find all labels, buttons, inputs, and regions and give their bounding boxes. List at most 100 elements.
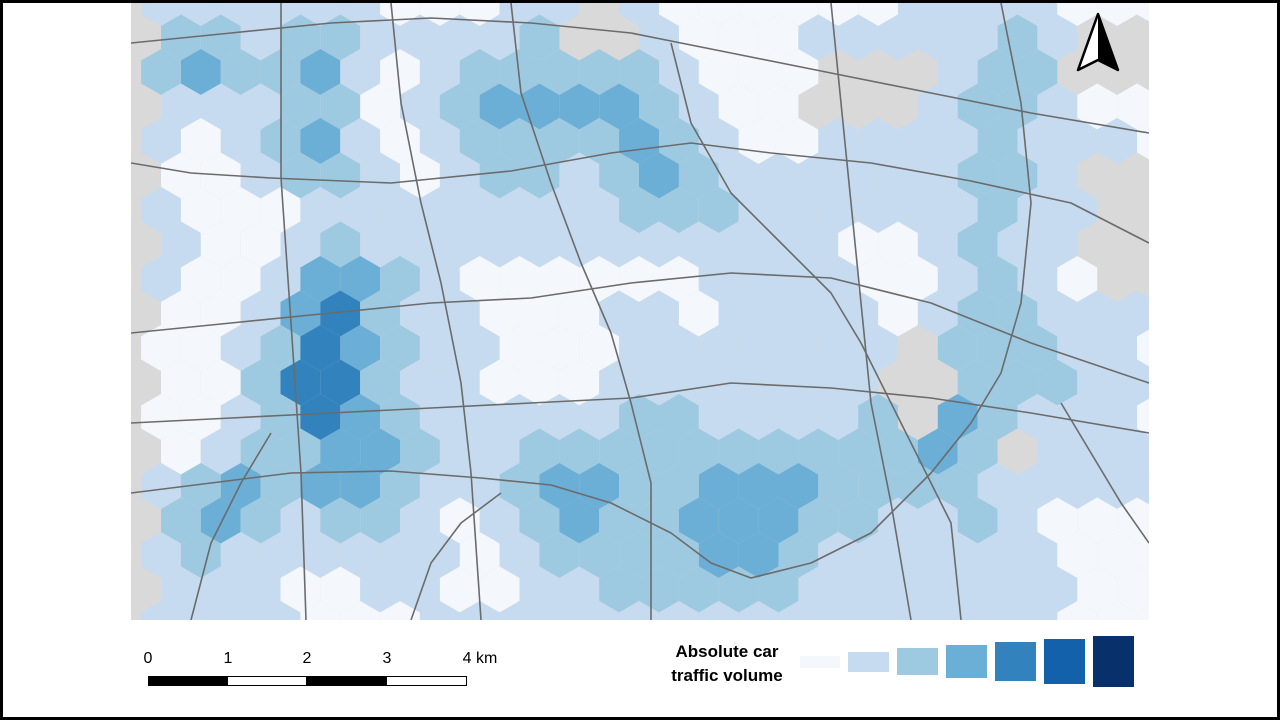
hexagon-cell xyxy=(300,463,341,509)
hexagon-cell xyxy=(738,394,779,440)
hexagon-cell xyxy=(240,359,281,406)
hexagon-cell xyxy=(479,83,520,130)
hexagon-cell xyxy=(380,49,420,95)
hexagon-cell xyxy=(340,601,381,620)
hexagon-cell xyxy=(380,187,420,233)
hexagon-cell xyxy=(758,566,799,613)
hexagon-cell xyxy=(400,428,440,475)
hexagon-cell xyxy=(320,359,361,406)
hexagon-cell xyxy=(141,601,181,620)
hexagon-cell xyxy=(678,221,719,268)
hexagon-cell xyxy=(400,566,440,613)
hexagon-cell xyxy=(161,566,201,613)
hexagon-cell xyxy=(639,428,679,475)
hexagon-cell xyxy=(320,566,361,613)
hexagon-cell xyxy=(1137,398,1149,436)
hexagon-cell xyxy=(678,83,719,130)
hexagon-cell xyxy=(917,14,958,61)
hexagon-cell xyxy=(260,325,301,371)
hexagon-cell xyxy=(639,152,679,199)
hexagon-cell xyxy=(1117,359,1149,406)
hexagon-cell xyxy=(161,290,201,337)
map-canvas xyxy=(131,3,1149,620)
hexagon-cell xyxy=(340,118,381,164)
hexagon-cell xyxy=(419,601,460,620)
hexagon-cell xyxy=(479,359,520,406)
hexagon-cell xyxy=(838,221,879,268)
hexagon-cell xyxy=(200,83,241,130)
hexagon-cell xyxy=(559,566,600,613)
hexagon-cell xyxy=(718,359,759,406)
hexagon-cell xyxy=(698,394,739,440)
hexagon-cell xyxy=(778,532,819,578)
hexagon-cell xyxy=(1057,256,1098,302)
hexagon-cell xyxy=(1037,290,1078,337)
hexagon-cell xyxy=(678,152,719,199)
hexagon-cell xyxy=(738,3,779,26)
hexagon-cell xyxy=(161,497,201,544)
hexagon-cell xyxy=(738,325,779,371)
hexagon-cell xyxy=(141,256,181,302)
hexagon-cell xyxy=(539,463,580,509)
scale-label-0: 0 xyxy=(143,650,153,667)
hexagon-cell xyxy=(878,14,918,61)
hexagon-cell xyxy=(778,187,819,233)
hexagon-cell xyxy=(459,118,500,164)
hexagon-cell xyxy=(858,532,898,578)
hexagon-cell xyxy=(977,394,1018,440)
hexagon-cell xyxy=(659,532,699,578)
hexagon-cell xyxy=(858,118,898,164)
hexagon-cell xyxy=(619,532,659,578)
hexagon-cell xyxy=(300,49,341,95)
hexagon-cell xyxy=(459,532,500,578)
hexagon-cell xyxy=(220,601,261,620)
hexagon-cell xyxy=(818,463,859,509)
hexagon-cell xyxy=(439,221,480,268)
hexagon-cell xyxy=(1097,463,1137,509)
hexagon-cell xyxy=(858,394,898,440)
hexagon-cell xyxy=(320,428,361,475)
hexagon-cell xyxy=(997,14,1038,61)
hexagon-cell xyxy=(141,394,181,440)
hexagon-cell xyxy=(519,14,560,61)
hexagon-cell xyxy=(360,428,400,475)
hexagon-cell xyxy=(1017,394,1058,440)
hexagon-cell xyxy=(977,187,1018,233)
hexagon-cell xyxy=(141,187,181,233)
hexagon-cell xyxy=(400,152,440,199)
hexagon-cell xyxy=(639,359,679,406)
hexagon-cell xyxy=(878,152,918,199)
hexagon-cell xyxy=(479,290,520,337)
hexagon-cell xyxy=(300,532,341,578)
hexagon-cell xyxy=(141,325,181,371)
hexagon-cell xyxy=(957,428,998,475)
hexagon-cell xyxy=(937,256,978,302)
hexagon-cell xyxy=(161,221,201,268)
hexagon-cell xyxy=(220,49,261,95)
hexagon-cell xyxy=(659,118,699,164)
hexagon-cell xyxy=(619,394,659,440)
hexagon-cell xyxy=(1017,118,1058,164)
hexagon-cell xyxy=(519,359,560,406)
hexagon-cell xyxy=(778,394,819,440)
hexagon-cell xyxy=(619,601,659,620)
hexbin-map xyxy=(131,3,1149,620)
hexagon-cell xyxy=(718,152,759,199)
hexagon-cell xyxy=(878,497,918,544)
hexagon-cell xyxy=(419,394,460,440)
hexagon-cell xyxy=(659,463,699,509)
hexagon-cell xyxy=(320,152,361,199)
hexagon-cell xyxy=(758,359,799,406)
hexagon-cell xyxy=(838,152,879,199)
hexagon-cell xyxy=(579,463,620,509)
hexagon-cell xyxy=(340,394,381,440)
hexagon-cell xyxy=(718,83,759,130)
hexagon-cell xyxy=(718,428,759,475)
scale-label-2: 2 xyxy=(302,650,312,667)
hexagon-cell xyxy=(997,566,1038,613)
hexagon-cell xyxy=(539,394,580,440)
hexagon-cell xyxy=(957,221,998,268)
hexagon-cell xyxy=(360,359,400,406)
hexagon-cell xyxy=(639,290,679,337)
